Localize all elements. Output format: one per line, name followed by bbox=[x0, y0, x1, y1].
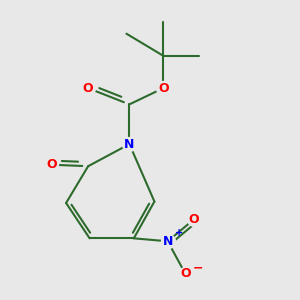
Text: O: O bbox=[158, 82, 169, 95]
Text: N: N bbox=[163, 235, 173, 248]
Text: −: − bbox=[193, 262, 203, 275]
Text: O: O bbox=[180, 267, 190, 280]
Text: O: O bbox=[46, 158, 57, 171]
Text: N: N bbox=[124, 138, 135, 151]
Text: O: O bbox=[83, 82, 94, 95]
Text: +: + bbox=[175, 228, 183, 238]
Text: O: O bbox=[189, 213, 200, 226]
